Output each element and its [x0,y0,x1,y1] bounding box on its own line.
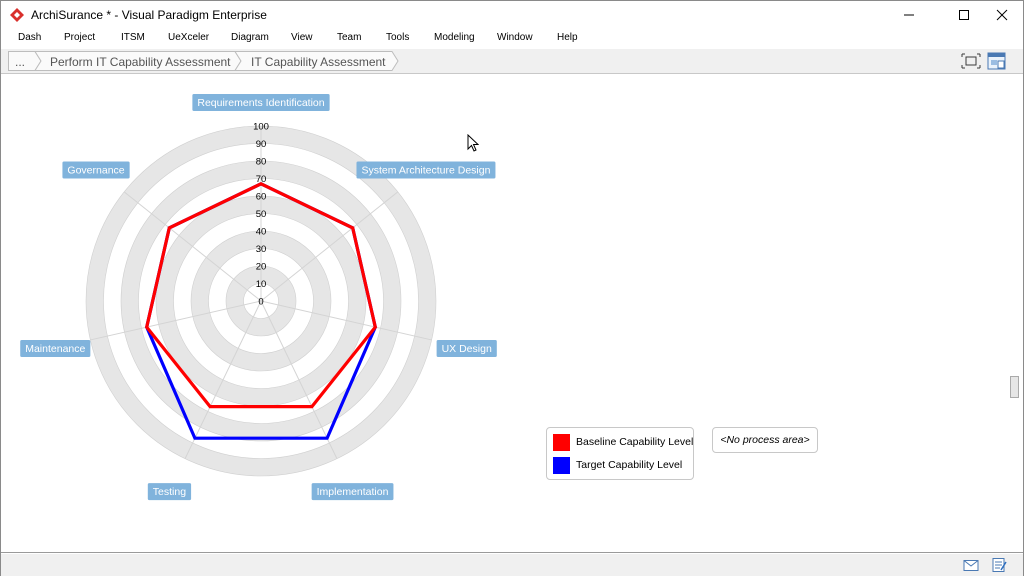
radar-tick-label-90: 90 [256,139,267,150]
radar-tick-label-10: 10 [256,279,267,290]
legend-swatch-baseline [553,433,570,451]
axis-label-governance[interactable]: Governance [62,161,130,179]
menu-itsm[interactable]: ITSM [121,32,145,43]
axis-label-text: Testing [153,486,186,498]
axis-label-box [311,483,394,501]
radar-spokes [90,126,432,459]
menu-team[interactable]: Team [337,32,362,43]
title-bar: ArchiSurance * - Visual Paradigm Enterpr… [1,1,1023,29]
fit-diagram-icon[interactable] [961,52,981,70]
radar-spoke-1 [260,191,399,302]
axis-label-system-architecture-design[interactable]: System Architecture Design [356,161,496,179]
radar-spoke-4 [184,300,262,459]
legend-item-target: Target Capability Level [553,456,682,474]
menu-view[interactable]: View [291,32,313,43]
radar-chart: 0 10 20 30 40 50 60 70 80 90 100 Requirements Iden… [20,94,497,501]
breadcrumb-more[interactable]: ... [15,55,26,69]
radar-tick-label-20: 20 [256,262,267,273]
axis-label-implementation[interactable]: Implementation [311,483,394,501]
legend-label-baseline: Baseline Capability Level [576,436,694,448]
menu-tools[interactable]: Tools [386,32,410,43]
notes-icon[interactable] [991,557,1007,573]
maximize-icon [959,10,969,20]
axis-label-ux-design[interactable]: UX Design [436,339,497,357]
radar-spoke-6 [123,191,262,302]
axis-label-box [147,483,192,501]
diagram-navigator-icon[interactable] [987,52,1007,70]
minimize-button[interactable] [886,1,932,29]
radar-tick-label-80: 80 [256,157,267,168]
radar-spoke-5 [90,300,262,341]
radar-series-baseline [144,182,378,409]
close-button[interactable] [979,1,1024,29]
axis-label-box [192,94,330,111]
menu-uexceler[interactable]: UeXceler [168,32,210,43]
radar-tick-label-30: 30 [256,244,267,255]
radar-tick-labels: 0 10 20 30 40 50 60 70 80 90 100 [253,122,269,308]
mail-icon[interactable] [963,557,979,573]
chart-legend: Baseline Capability Level Target Capabil… [546,427,694,480]
visual-paradigm-logo-icon [10,8,24,22]
radar-tick-label-70: 70 [256,174,267,185]
axis-label-text: Maintenance [25,343,85,355]
process-area-box[interactable]: <No process area> [712,427,818,453]
status-bar [1,554,1023,576]
breadcrumb-arrows [8,51,399,71]
mouse-cursor-icon [467,134,479,152]
window-title: ArchiSurance * - Visual Paradigm Enterpr… [31,8,267,22]
breadcrumb-item-it-capability-assessment[interactable]: IT Capability Assessment [251,55,386,69]
radar-spoke-3 [260,300,338,459]
axis-label-text: System Architecture Design [361,164,490,176]
legend-label-target: Target Capability Level [576,459,683,471]
menu-project[interactable]: Project [64,32,96,43]
menu-bar: Dash Project ITSM UeXceler Diagram View … [1,29,1023,49]
axis-label-text: Implementation [317,486,389,498]
axis-label-text: Governance [67,164,124,176]
close-icon [996,9,1008,21]
maximize-button[interactable] [941,1,987,29]
radar-tick-label-60: 60 [256,192,267,203]
axis-label-testing[interactable]: Testing [147,483,192,501]
axis-label-box [20,339,91,357]
breadcrumb-bar: ... Perform IT Capability Assessment IT … [1,49,1023,74]
axis-label-maintenance[interactable]: Maintenance [20,339,91,357]
menu-dash[interactable]: Dash [18,32,42,43]
radar-tick-label-40: 40 [256,227,267,238]
legend-item-baseline: Baseline Capability Level [553,433,693,451]
radar-tick-label-0: 0 [258,297,263,308]
axis-label-requirements-identification[interactable]: Requirements Identification [192,94,330,111]
menu-help[interactable]: Help [557,32,578,43]
menu-window[interactable]: Window [497,32,533,43]
radar-tick-label-50: 50 [256,209,267,220]
axis-label-text: UX Design [442,343,492,355]
radar-spoke-2 [260,300,432,341]
legend-swatch-target [553,456,570,474]
radar-axis-labels: Requirements Identification System Archit… [20,94,497,501]
menu-diagram[interactable]: Diagram [231,32,269,43]
axis-label-text: Requirements Identification [197,97,324,109]
radar-series [144,182,378,440]
menu-modeling[interactable]: Modeling [434,32,475,43]
axis-label-box [436,339,497,357]
axis-label-box [62,161,130,179]
axis-label-box [356,161,496,179]
radar-tick-label-100: 100 [253,122,269,133]
breadcrumb-item-perform-it-capability-assessment[interactable]: Perform IT Capability Assessment [50,55,231,69]
minimize-icon [904,14,914,16]
vertical-scrollbar-thumb[interactable] [1010,376,1019,398]
